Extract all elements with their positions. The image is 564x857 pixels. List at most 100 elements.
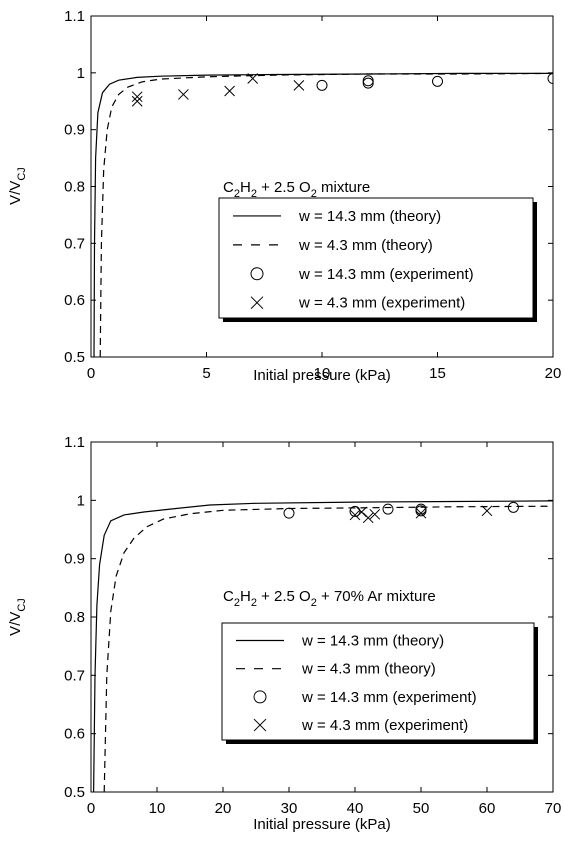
legend: w = 14.3 mm (theory) w = 4.3 mm (theory) w…	[221, 622, 538, 744]
legend-box	[221, 622, 535, 741]
text-span: C	[223, 179, 234, 196]
cross-marker	[224, 85, 235, 97]
x-tick-label: 0	[87, 365, 95, 382]
legend-entry-label: w = 4.3 mm (theory)	[301, 661, 436, 678]
cross-marker	[247, 73, 259, 84]
text-span: 2	[251, 188, 257, 200]
text-span: V/V	[7, 181, 24, 205]
circle-marker	[415, 503, 427, 515]
x-tick-label: 15	[429, 365, 446, 382]
text-span: C	[223, 588, 234, 605]
legend: w = 14.3 mm (theory) w = 4.3 mm (theory) w…	[218, 197, 537, 322]
cross-marker	[356, 506, 367, 518]
x-tick-label: 50	[413, 800, 430, 817]
legend-entry-label: w = 14.3 mm (experiment)	[301, 689, 477, 706]
y-axis-label: V/VCJ	[7, 598, 28, 636]
circle-marker	[382, 503, 394, 515]
cross-marker	[131, 95, 143, 107]
theory-line-14-3mm	[93, 500, 553, 792]
y-tick-label: 0.5	[64, 784, 85, 801]
cross-marker	[481, 505, 493, 517]
y-tick-label: 0.8	[64, 609, 85, 626]
x-tick-label: 60	[479, 800, 496, 817]
y-tick-label: 0.7	[64, 667, 85, 684]
x-tick-label: 70	[545, 800, 562, 817]
y-tick-label: 1.1	[64, 434, 85, 451]
chart-1: 0 5 10 15 20 0.5 0.6 0.7 0.8 0.9 1 1.1 Initial press…	[7, 8, 561, 384]
cross-marker	[362, 512, 374, 524]
circle-marker	[432, 75, 443, 87]
y-tick-label: 0.5	[64, 349, 85, 366]
cross-stroke	[481, 505, 493, 517]
theory-line-14-3mm	[93, 72, 553, 357]
cross-stroke	[178, 89, 189, 100]
theory-line-4-3mm	[99, 72, 553, 357]
plot-area	[93, 500, 553, 792]
circle-marker	[253, 690, 267, 704]
text-span: H	[240, 588, 251, 605]
cross-marker	[369, 508, 381, 520]
legend-entry-label: w = 4.3 mm (experiment)	[301, 717, 468, 734]
cross-marker	[178, 89, 189, 100]
text-span: CJ	[16, 598, 28, 611]
legend-box	[218, 197, 534, 319]
cross-marker	[253, 718, 267, 732]
x-tick-label: 10	[314, 365, 331, 382]
text-span: + 2.5 O	[257, 588, 311, 605]
cross-stroke	[131, 91, 143, 103]
legend-entry-label: w = 4.3 mm (experiment)	[298, 295, 465, 312]
circle-marker	[316, 79, 328, 91]
cross-stroke	[415, 507, 427, 519]
text-span: 2	[251, 597, 257, 609]
chart-2: 0 10 20 30 40 50 60 70 0.5 0.6 0.7 0.8 0.9 1 1.1 Initia…	[7, 434, 561, 833]
theory-line-4-3mm	[103, 505, 553, 792]
text-span: + 2.5 O	[257, 179, 311, 196]
legend-entry-label: w = 14.3 mm (theory)	[298, 208, 441, 225]
x-tick-label: 20	[215, 800, 232, 817]
legend-entry-label: w = 14.3 mm (experiment)	[298, 266, 474, 283]
y-tick-label: 0.7	[64, 235, 85, 252]
cross-stroke	[131, 95, 143, 107]
cross-stroke	[224, 85, 235, 97]
cross-marker	[131, 91, 143, 103]
x-tick-label: 40	[347, 800, 364, 817]
text-span: mixture	[317, 179, 370, 196]
text-span: + 70% Ar mixture	[317, 588, 436, 605]
text-span: 2	[234, 188, 240, 200]
legend-entry-label: w = 4.3 mm (theory)	[298, 237, 433, 254]
x-axis-label: Initial pressure (kPa)	[253, 816, 391, 833]
cross-stroke	[356, 506, 367, 518]
y-tick-label: 0.9	[64, 122, 85, 139]
circle-marker	[362, 77, 374, 89]
cross-marker	[250, 296, 264, 310]
cross-stroke	[247, 73, 259, 84]
text-span: H	[240, 179, 251, 196]
plot-area	[93, 72, 553, 357]
cross-stroke	[293, 79, 305, 91]
circle-marker	[507, 501, 519, 513]
y-tick-label: 0.9	[64, 551, 85, 568]
y-tick-label: 1	[77, 65, 85, 82]
x-tick-label: 5	[202, 365, 210, 382]
y-tick-label: 0.8	[64, 179, 85, 196]
text-span: 2	[311, 188, 317, 200]
y-tick-label: 1	[77, 492, 85, 509]
cross-stroke	[349, 509, 361, 521]
cross-stroke	[362, 512, 374, 524]
y-axis-label: V/VCJ	[7, 167, 28, 205]
x-tick-label: 20	[545, 365, 562, 382]
cross-stroke	[250, 296, 264, 310]
mixture-annotation: C2H2 + 2.5 O2 + 70% Ar mixture	[223, 588, 436, 609]
cross-marker	[293, 79, 305, 91]
x-tick-label: 10	[149, 800, 166, 817]
circle-marker	[250, 267, 264, 281]
legend-entry-label: w = 14.3 mm (theory)	[301, 632, 444, 649]
cross-stroke	[253, 718, 267, 732]
text-span: V/V	[7, 612, 24, 636]
text-span: CJ	[16, 167, 28, 180]
x-tick-label: 30	[281, 800, 298, 817]
y-tick-label: 0.6	[64, 726, 85, 743]
circle-marker	[283, 507, 295, 519]
circle-marker	[349, 505, 361, 517]
